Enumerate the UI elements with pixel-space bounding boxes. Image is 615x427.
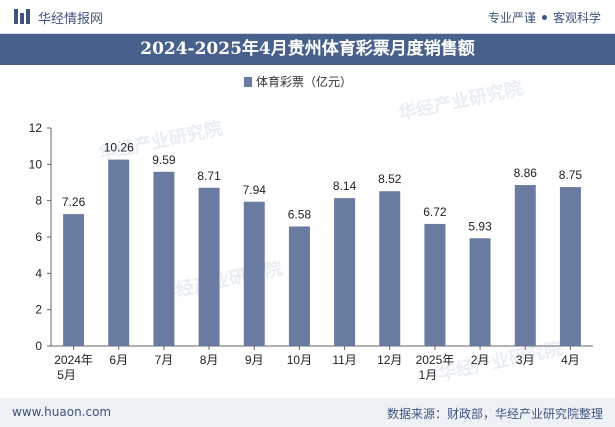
- bar: [108, 159, 130, 346]
- footer-source: 数据来源：财政部，华经产业研究院整理: [386, 407, 603, 421]
- x-tick-label-year: 2024年: [54, 353, 93, 367]
- tagline: 专业严谨 客观科学: [488, 9, 601, 26]
- x-tick-label: 12月: [377, 353, 402, 367]
- x-tick-label: 10月: [287, 353, 312, 367]
- y-tick-label: 0: [35, 339, 42, 353]
- footer: www.huaon.com 数据来源：财政部，华经产业研究院整理: [0, 398, 615, 427]
- bar-value-label: 7.26: [62, 195, 86, 209]
- bar: [559, 187, 581, 346]
- brand-logo-icon: [14, 9, 30, 24]
- brand-name: 华经情报网: [38, 12, 104, 27]
- x-tick-label: 8月: [200, 353, 219, 367]
- top-bar: 华经情报网 专业严谨 客观科学: [0, 0, 615, 34]
- y-tick-label: 8: [35, 194, 42, 208]
- x-tick-label-year: 2025年: [416, 353, 455, 367]
- x-tick-label: 7月: [155, 353, 174, 367]
- y-tick-label: 6: [35, 230, 42, 244]
- bar: [424, 223, 446, 346]
- x-tick-label: 4月: [561, 353, 580, 367]
- bar-value-label: 6.72: [423, 205, 447, 219]
- watermark-text: 华经产业研究院: [156, 257, 284, 304]
- watermark-text: 华经产业研究院: [436, 337, 564, 384]
- bar: [379, 191, 401, 346]
- bar-value-label: 6.58: [288, 207, 312, 221]
- bar-value-label: 9.59: [152, 153, 176, 167]
- legend-swatch: [244, 77, 252, 87]
- bar: [288, 226, 310, 346]
- bar: [514, 185, 536, 346]
- tagline-right: 客观科学: [552, 11, 601, 25]
- y-tick-label: 12: [29, 121, 43, 135]
- watermark-text: 华经产业研究院: [396, 77, 524, 124]
- bar-value-label: 7.94: [243, 183, 267, 197]
- chart-title: 2024-2025年4月贵州体育彩票月度销售额: [0, 34, 615, 65]
- x-tick-label: 3月: [516, 353, 535, 367]
- y-tick-label: 4: [35, 266, 42, 280]
- tagline-left: 专业严谨: [487, 11, 536, 25]
- footer-site: www.huaon.com: [12, 405, 112, 419]
- bar: [153, 171, 175, 346]
- bar-value-label: 8.14: [333, 179, 357, 193]
- separator-dot-icon: [541, 15, 547, 20]
- bar: [63, 214, 85, 346]
- bar-value-label: 10.26: [104, 141, 134, 155]
- legend-label: 体育彩票（亿元）: [256, 74, 352, 89]
- bar-value-label: 8.71: [197, 169, 221, 183]
- bar-value-label: 8.75: [559, 168, 583, 182]
- y-tick-label: 10: [29, 157, 43, 171]
- x-tick-label-month: 5月: [57, 368, 76, 382]
- x-tick-label: 9月: [245, 353, 264, 367]
- bar-value-label: 5.93: [468, 219, 492, 233]
- bar-value-label: 8.86: [514, 166, 538, 180]
- x-tick-label: 2月: [471, 353, 490, 367]
- bar: [198, 187, 220, 346]
- y-tick-label: 2: [35, 303, 42, 317]
- x-tick-label: 6月: [109, 353, 128, 367]
- bar: [334, 198, 356, 346]
- x-tick-label-month: 1月: [419, 368, 438, 382]
- bar: [243, 201, 265, 346]
- bar-value-label: 8.52: [378, 172, 402, 186]
- x-tick-label: 11月: [332, 353, 356, 367]
- bar: [469, 238, 491, 346]
